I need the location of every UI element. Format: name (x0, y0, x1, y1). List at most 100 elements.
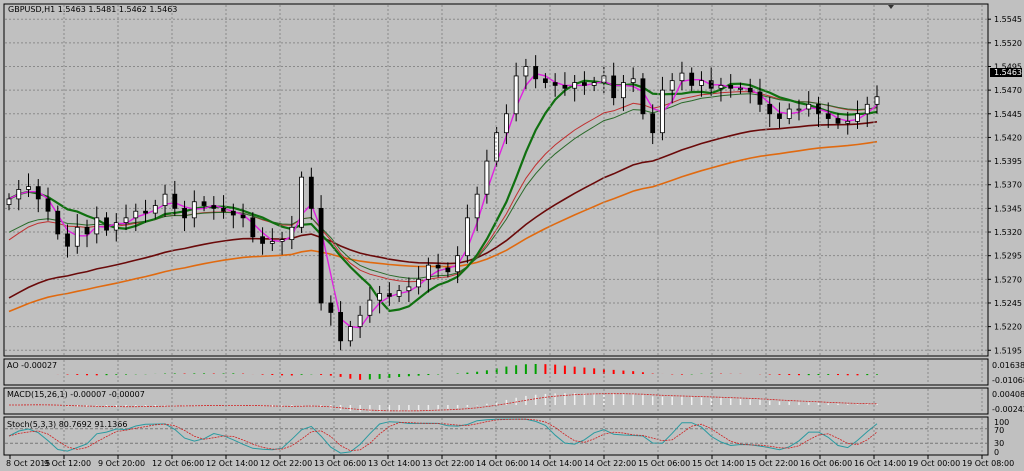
price-panel[interactable]: GBPUSD,H1 1.5463 1.5481 1.5462 1.5463 1.… (3, 3, 1022, 357)
macd-histogram (9, 393, 878, 412)
bear-candle (611, 75, 617, 99)
bull-candle (591, 82, 597, 86)
bear-candle (689, 72, 695, 86)
price-tick-label: 1.5320 (994, 228, 1022, 237)
time-tick-label: 15 Oct 06:00 (638, 459, 690, 468)
bear-candle (318, 207, 324, 304)
price-tick-label: 1.5220 (994, 323, 1022, 332)
ao-title: AO -0.00027 (7, 361, 57, 370)
bear-candle (650, 113, 656, 134)
stoch-axis-70: 70 (994, 426, 1004, 435)
current-price-badge (990, 68, 1022, 77)
macd-signal-line (9, 393, 878, 412)
price-tick-label: 1.5470 (994, 86, 1022, 95)
bull-candle (796, 108, 802, 111)
chart-title: GBPUSD,H1 1.5463 1.5481 1.5462 1.5463 (8, 5, 177, 14)
bear-candle (211, 205, 217, 209)
bull-candle (16, 189, 22, 200)
time-tick-label: 13 Oct 14:00 (368, 459, 420, 468)
bull-candle (523, 66, 529, 77)
macd-panel[interactable]: MACD(15,26,1) -0.00007 -0.00007 0.00408 … (3, 387, 1024, 415)
shift-marker-icon[interactable] (888, 5, 894, 9)
price-tick-label: 1.5195 (994, 346, 1022, 355)
bull-candle (572, 82, 578, 89)
stoch-axis-30: 30 (994, 439, 1004, 448)
bull-candle (503, 113, 509, 134)
bull-candle (513, 75, 519, 115)
bear-candle (757, 91, 763, 105)
bull-candle (299, 176, 304, 228)
bull-candle (162, 193, 168, 206)
price-tick-label: 1.5395 (994, 157, 1022, 166)
stoch-axis-0: 0 (994, 448, 999, 457)
time-tick-label: 8 Oct 2015 (6, 459, 50, 468)
ma-long-maroon-line (8, 121, 878, 299)
bear-candle (825, 113, 831, 119)
time-tick-label: 14 Oct 22:00 (584, 459, 636, 468)
bear-candle (582, 82, 587, 86)
time-tick-label: 14 Oct 06:00 (476, 459, 528, 468)
bull-candle (484, 160, 490, 195)
bear-candle (45, 198, 51, 212)
bear-candle (552, 82, 558, 86)
time-tick-label: 19 Oct 00:00 (908, 459, 960, 468)
bear-candle (640, 78, 646, 115)
time-tick-label: 12 Oct 14:00 (206, 459, 258, 468)
bull-candle (279, 239, 285, 242)
bear-candle (435, 264, 441, 269)
bear-candle (230, 210, 236, 216)
bear-candle (35, 186, 41, 200)
bull-candle (660, 89, 665, 134)
bull-candle (699, 80, 704, 86)
time-tick-label: 16 Oct 14:00 (854, 459, 906, 468)
bull-candle (133, 210, 139, 219)
bull-candle (621, 82, 626, 99)
bull-candle (874, 96, 880, 105)
macd-panel-frame (3, 387, 989, 415)
bull-candle (123, 217, 129, 223)
bear-candle (182, 207, 187, 219)
bull-candle (94, 217, 100, 235)
bull-candle (74, 226, 80, 247)
time-tick-label: 12 Oct 06:00 (152, 459, 204, 468)
bear-candle (708, 80, 714, 89)
stoch-main-line (8, 418, 878, 454)
bull-candle (357, 314, 363, 328)
bull-candle (845, 120, 851, 124)
bear-candle (143, 210, 148, 214)
bull-candle (679, 72, 685, 82)
bear-candle (767, 103, 773, 115)
bear-candle (728, 85, 734, 89)
time-tick-label: 14 Oct 14:00 (530, 459, 582, 468)
bull-candle (718, 85, 724, 89)
bear-candle (104, 217, 109, 231)
bear-candle (84, 226, 90, 235)
macd-axis-top: 0.00408 (992, 390, 1024, 399)
bear-candle (201, 201, 207, 206)
bear-candle (55, 210, 61, 235)
time-tick-label: 15 Oct 22:00 (746, 459, 798, 468)
stoch-signal-line (8, 418, 878, 452)
bull-candle (347, 326, 353, 342)
bear-candle (221, 207, 226, 212)
time-tick-label: 19 Oct 08:00 (962, 459, 1014, 468)
price-tick-label: 1.5420 (994, 133, 1022, 142)
bull-candle (455, 255, 461, 273)
bull-candle (864, 103, 870, 115)
price-tick-label: 1.5445 (994, 110, 1022, 119)
stoch-axis-100: 100 (994, 418, 1009, 427)
price-tick-label: 1.5495 (994, 62, 1022, 71)
ao-panel[interactable]: AO -0.00027 0.01638 -0.01068 (3, 358, 1024, 386)
price-tick-label: 1.5345 (994, 204, 1022, 213)
bull-candle (494, 132, 500, 162)
bear-candle (747, 87, 753, 93)
bull-candle (786, 108, 792, 119)
bull-candle (416, 278, 422, 288)
bear-candle (835, 118, 841, 124)
bear-candle (328, 302, 334, 313)
ao-axis-top: 0.01638 (992, 361, 1024, 370)
bull-candle (6, 198, 12, 205)
bear-candle (777, 113, 782, 119)
